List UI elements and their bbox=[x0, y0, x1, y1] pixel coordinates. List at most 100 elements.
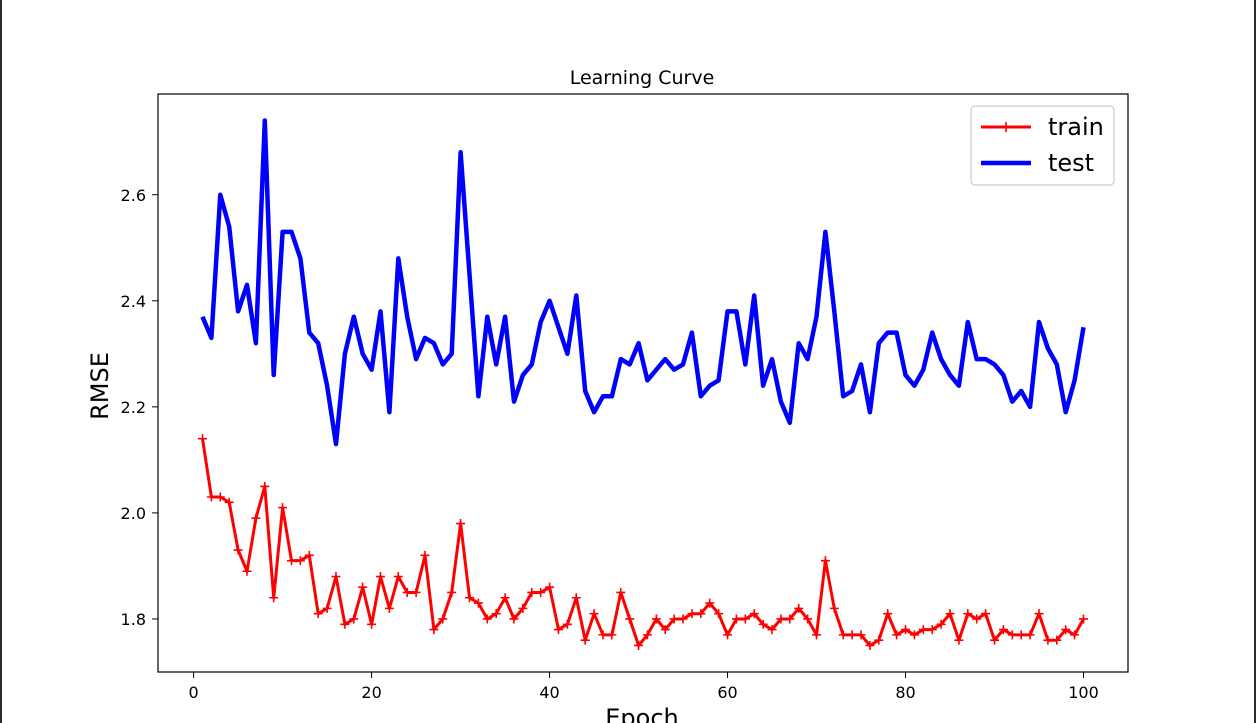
data-point-train bbox=[447, 587, 457, 597]
data-point-train bbox=[206, 492, 216, 502]
data-point-train bbox=[616, 587, 626, 597]
data-point-train bbox=[1070, 630, 1080, 640]
data-point-train bbox=[981, 609, 991, 619]
data-point-train bbox=[1007, 630, 1017, 640]
y-tick-label: 2.6 bbox=[121, 186, 146, 205]
data-point-train bbox=[349, 614, 359, 624]
data-point-train bbox=[785, 614, 795, 624]
data-point-train bbox=[749, 609, 759, 619]
data-point-train bbox=[456, 519, 466, 529]
data-point-train bbox=[313, 609, 323, 619]
y-tick-label: 2.2 bbox=[121, 398, 146, 417]
y-tick-label: 1.8 bbox=[121, 610, 146, 629]
data-point-train bbox=[598, 630, 608, 640]
data-point-train bbox=[678, 614, 688, 624]
x-tick-label: 0 bbox=[189, 683, 199, 702]
legend-label-test: test bbox=[1048, 149, 1094, 177]
data-point-train bbox=[963, 609, 973, 619]
data-point-train bbox=[215, 492, 225, 502]
chart-title: Learning Curve bbox=[570, 67, 715, 89]
data-point-train bbox=[340, 619, 350, 629]
data-point-train bbox=[634, 640, 644, 650]
x-tick-label: 100 bbox=[1068, 683, 1099, 702]
data-point-train bbox=[295, 556, 305, 566]
plot-frame bbox=[157, 93, 1129, 673]
data-point-train bbox=[740, 614, 750, 624]
data-point-train bbox=[278, 503, 288, 513]
data-point-train bbox=[723, 630, 733, 640]
data-point-train bbox=[269, 593, 279, 603]
data-point-train bbox=[571, 593, 581, 603]
data-point-train bbox=[829, 603, 839, 613]
data-point-train bbox=[518, 603, 528, 613]
data-point-train bbox=[482, 614, 492, 624]
data-point-train bbox=[500, 593, 510, 603]
data-point-train bbox=[473, 598, 483, 608]
data-point-train bbox=[927, 625, 937, 635]
data-point-train bbox=[411, 587, 421, 597]
data-point-train bbox=[856, 630, 866, 640]
data-point-train bbox=[803, 614, 813, 624]
data-point-train bbox=[998, 625, 1008, 635]
data-point-train bbox=[545, 582, 555, 592]
data-point-train bbox=[358, 582, 368, 592]
data-point-train bbox=[553, 625, 563, 635]
window-frame-right bbox=[1254, 0, 1256, 723]
data-point-train bbox=[375, 572, 385, 582]
data-point-train bbox=[794, 603, 804, 613]
data-point-train bbox=[1025, 630, 1035, 640]
data-point-train bbox=[865, 640, 875, 650]
data-point-train bbox=[1016, 630, 1026, 640]
x-axis-label: Epoch bbox=[605, 704, 679, 723]
data-point-train bbox=[1061, 625, 1071, 635]
data-point-train bbox=[696, 609, 706, 619]
data-point-train bbox=[607, 630, 617, 640]
data-point-train bbox=[242, 566, 252, 576]
data-point-train bbox=[580, 635, 590, 645]
series-line-test bbox=[200, 118, 1086, 447]
data-point-train bbox=[731, 614, 741, 624]
data-point-train bbox=[429, 625, 439, 635]
data-point-train bbox=[838, 630, 848, 640]
y-tick-label: 2.4 bbox=[121, 292, 146, 311]
legend: train test bbox=[970, 105, 1115, 186]
data-point-train bbox=[1079, 614, 1088, 624]
data-point-train bbox=[714, 609, 724, 619]
series-line-train bbox=[201, 438, 1085, 647]
data-point-train bbox=[589, 609, 599, 619]
data-point-train bbox=[642, 630, 652, 640]
data-point-train bbox=[874, 635, 884, 645]
x-tick-label: 80 bbox=[895, 683, 915, 702]
data-point-train bbox=[260, 481, 270, 491]
data-point-train bbox=[562, 619, 572, 629]
data-point-train bbox=[669, 614, 679, 624]
data-point-train bbox=[972, 614, 982, 624]
data-point-train bbox=[233, 545, 243, 555]
data-point-train bbox=[536, 587, 546, 597]
data-point-train bbox=[945, 609, 955, 619]
data-point-train bbox=[491, 609, 501, 619]
data-point-train bbox=[331, 572, 341, 582]
data-point-train bbox=[883, 609, 893, 619]
legend-label-train: train bbox=[1048, 113, 1104, 141]
data-point-train bbox=[286, 556, 296, 566]
x-tick-label: 60 bbox=[717, 683, 737, 702]
data-point-train bbox=[990, 635, 1000, 645]
y-axis-label: RMSE bbox=[86, 352, 114, 420]
data-point-train bbox=[625, 614, 635, 624]
data-point-train bbox=[304, 550, 314, 560]
data-point-train bbox=[1043, 635, 1053, 645]
data-point-train bbox=[367, 619, 377, 629]
data-point-train bbox=[651, 614, 661, 624]
data-point-train bbox=[402, 587, 412, 597]
x-tick-label: 20 bbox=[361, 683, 381, 702]
window-frame-left bbox=[0, 0, 2, 723]
data-point-train bbox=[767, 625, 777, 635]
data-point-train bbox=[393, 572, 403, 582]
data-point-train bbox=[420, 550, 430, 560]
x-tick-label: 40 bbox=[539, 683, 559, 702]
data-point-train bbox=[224, 497, 234, 507]
data-point-train bbox=[660, 625, 670, 635]
data-point-train bbox=[776, 614, 786, 624]
